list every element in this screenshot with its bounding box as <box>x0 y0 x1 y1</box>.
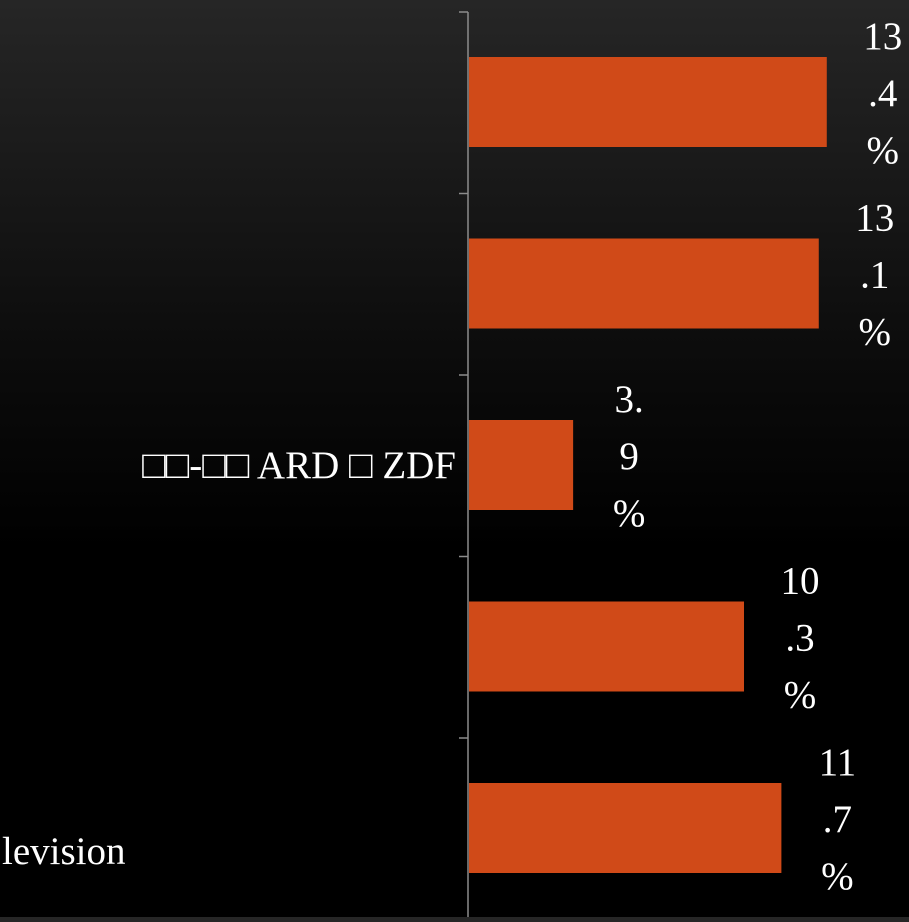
data-labels-group: 13.4%13.1%3.9%10.3%11.7% <box>613 15 902 898</box>
data-label-line: .1 <box>860 254 889 297</box>
data-label-line: 13 <box>863 15 902 58</box>
bar <box>469 601 745 692</box>
data-label-line: % <box>821 855 854 898</box>
data-label-line: .3 <box>785 617 814 660</box>
data-label-line: 11 <box>819 741 857 784</box>
bar <box>469 57 827 147</box>
data-label-line: 3. <box>615 378 644 421</box>
data-label-line: % <box>859 311 892 354</box>
bar <box>469 238 819 329</box>
data-label-line: .7 <box>823 798 852 841</box>
bar <box>469 420 574 510</box>
category-labels-group: □□-□□ ARD □ ZDF levision <box>2 444 456 873</box>
data-label-line: .4 <box>868 72 897 115</box>
data-label-line: 13 <box>855 197 894 240</box>
category-label: □□-□□ ARD □ ZDF <box>142 444 456 487</box>
data-label-line: % <box>867 129 900 172</box>
data-label-line: % <box>784 674 817 717</box>
data-label-line: % <box>613 492 646 535</box>
data-label-line: 9 <box>619 435 639 478</box>
axis-group <box>459 11 469 917</box>
data-label-line: 10 <box>781 560 820 603</box>
bars-group <box>469 57 827 873</box>
bar <box>469 783 782 873</box>
category-label: levision <box>2 830 126 873</box>
